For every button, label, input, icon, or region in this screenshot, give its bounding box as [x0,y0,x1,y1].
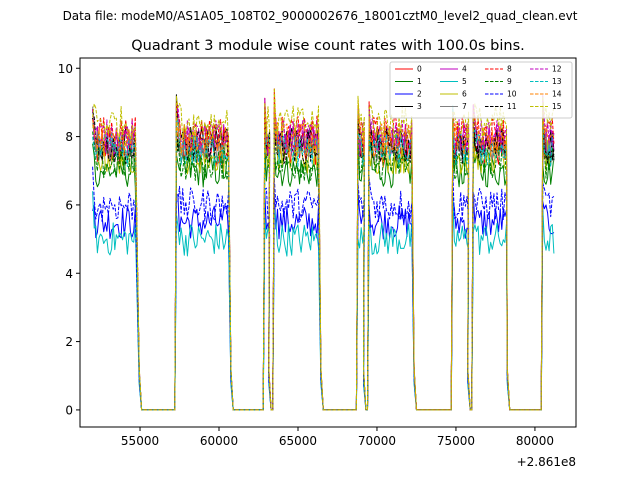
x-tick-label: 65000 [279,434,317,448]
x-offset-label: +2.861e8 [517,455,576,469]
figure-suptitle: Data file: modeM0/AS1A05_108T02_90000026… [63,9,578,23]
x-tick-label: 70000 [358,434,396,448]
x-tick-label: 55000 [121,434,159,448]
y-tick-label: 10 [58,62,73,76]
legend-label-14: 14 [552,90,562,99]
legend-label-3: 3 [417,102,422,111]
y-tick-label: 8 [65,130,73,144]
y-tick-label: 6 [65,198,73,212]
legend-label-10: 10 [507,90,517,99]
legend-label-7: 7 [462,102,467,111]
legend-label-9: 9 [507,77,512,86]
y-tick-label: 2 [65,335,73,349]
x-tick-label: 80000 [516,434,554,448]
legend-label-15: 15 [552,102,562,111]
legend-label-11: 11 [507,102,517,111]
legend-label-6: 6 [462,90,467,99]
x-tick-label: 75000 [437,434,475,448]
legend-label-1: 1 [417,77,422,86]
legend-label-13: 13 [552,77,562,86]
y-tick-label: 4 [65,267,73,281]
legend-label-2: 2 [417,90,422,99]
legend-label-5: 5 [462,77,467,86]
y-tick-label: 0 [65,403,73,417]
plot-area-frame [79,57,577,428]
legend-label-0: 0 [417,65,422,74]
legend-label-4: 4 [462,65,467,74]
x-tick-label: 60000 [200,434,238,448]
series-layer [92,87,555,411]
legend-box [389,61,573,119]
legend-label-12: 12 [552,65,562,74]
chart-title: Quadrant 3 module wise count rates with … [131,38,525,54]
legend-label-8: 8 [507,65,512,74]
